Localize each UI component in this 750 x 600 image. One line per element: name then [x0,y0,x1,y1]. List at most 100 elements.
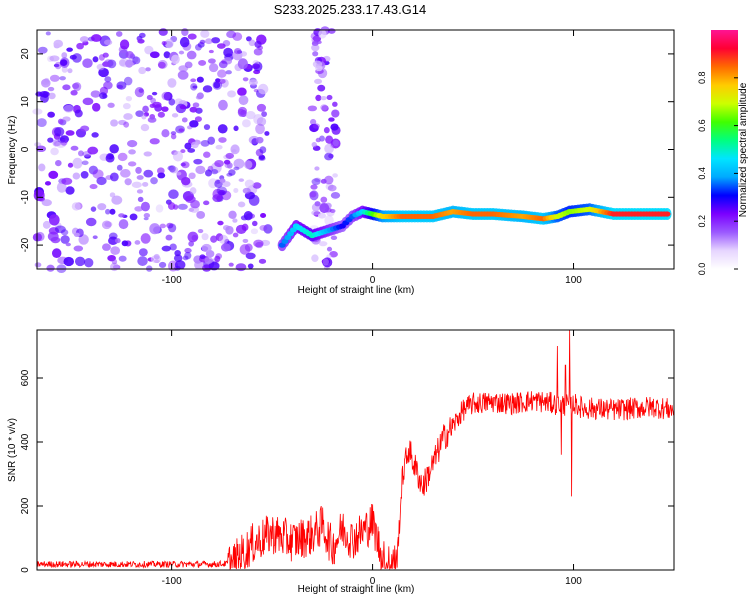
heatmap-y-tick-label: 10 [20,96,31,108]
heatmap-cell [226,30,237,39]
heatmap-x-tick-label: 0 [370,275,376,286]
heatmap-cell [312,123,320,129]
heatmap-cell [315,137,321,143]
heatmap-cell [189,106,198,113]
heatmap-cell [255,136,264,144]
heatmap-cell [137,196,144,203]
heatmap-cell [107,102,115,108]
heatmap-cell [204,169,213,177]
heatmap-cell [217,220,224,226]
heatmap-cell [161,106,169,112]
heatmap-cell [225,225,234,235]
heatmap-cell [161,129,170,138]
heatmap-cell [70,90,78,96]
heatmap-cell [153,253,160,260]
heatmap-cell [218,60,228,69]
heatmap-cell [109,208,116,215]
heatmap-cell [120,168,131,178]
snr-x-tick-label: -100 [162,576,182,587]
heatmap-cell [124,178,132,186]
heatmap-cell [235,263,247,272]
heatmap-cell [253,48,263,56]
heatmap-cell [243,210,253,221]
heatmap-x-tick-label: 100 [565,275,582,286]
colorbar-label: Normalized spectral amplitude [738,82,749,217]
heatmap-cell [218,234,229,244]
snr-y-tick-label: 600 [20,369,31,386]
heatmap-cell [314,166,320,171]
heatmap-cell [207,136,216,145]
heatmap-cell [309,118,317,126]
heatmap-cell [332,139,339,147]
heatmap-cell [92,102,101,112]
heatmap-x-tick-label: -100 [162,275,182,286]
heatmap-cell [152,101,162,108]
heatmap-cell [223,47,234,58]
heatmap-cell [63,256,75,267]
heatmap-cell [99,92,107,100]
heatmap-cell [118,59,126,67]
heatmap-cell [263,224,273,234]
heatmap-cell [257,83,269,95]
heatmap-cell [197,228,204,234]
heatmap-cell [328,117,335,122]
heatmap-cell [92,235,98,240]
heatmap-cell [287,231,295,237]
heatmap-cell [208,49,214,54]
heatmap-cell [196,76,204,83]
heatmap-cell [62,116,71,122]
heatmap-cell [105,154,115,163]
heatmap-cell [241,223,249,231]
heatmap-cell [72,157,83,169]
heatmap-cell [90,34,102,42]
heatmap-cell [237,201,246,208]
heatmap-cell [188,172,196,180]
heatmap-cell [47,111,55,118]
heatmap-cell [180,149,186,154]
heatmap-cell [317,84,326,92]
heatmap-cell [245,252,256,260]
heatmap-cell [143,169,154,178]
heatmap-cell [332,173,338,178]
heatmap-cell [314,201,321,207]
heatmap-cell [80,125,90,132]
colorbar: 0.0 0.2 0.4 0.6 0.8 Normalized spectral ampl… [697,30,749,275]
heatmap-cell [238,178,245,182]
heatmap-cell [141,113,147,120]
heatmap-cell [172,150,184,162]
heatmap-cell [315,94,322,102]
heatmap-cell [38,163,46,172]
heatmap-cell [65,242,71,247]
heatmap-cell [53,63,60,68]
heatmap-cell [177,203,188,210]
heatmap-cell [137,39,145,44]
heatmap-cell [237,106,247,115]
heatmap-cell [233,166,240,171]
heatmap-cell [149,223,161,235]
colorbar-tick-label: 0.2 [697,215,707,228]
heatmap-cell [253,239,264,248]
heatmap-y-tick-label: -20 [20,237,31,252]
heatmap-cell [211,169,219,175]
heatmap-cell [73,245,84,252]
snr-y-tick-label: 400 [20,433,31,450]
heatmap-cell [225,70,232,75]
heatmap-cell [216,186,228,196]
heatmap-cell [71,202,81,211]
heatmap-cell [247,263,254,269]
heatmap-cell [289,227,297,233]
heatmap-cell [232,218,238,223]
heatmap-cell [324,215,334,226]
heatmap-cell [252,182,262,189]
heatmap-cell [260,213,267,218]
heatmap-cell [158,61,166,69]
heatmap-cell [131,181,142,188]
heatmap-cell [167,202,176,210]
heatmap-cell [196,92,204,100]
heatmap-cell [205,38,213,45]
heatmap-cell [72,172,81,180]
snr-y-axis-label: SNR (10 * v/v) [7,418,18,482]
heatmap-cell [46,264,55,272]
heatmap-cell [72,82,80,90]
